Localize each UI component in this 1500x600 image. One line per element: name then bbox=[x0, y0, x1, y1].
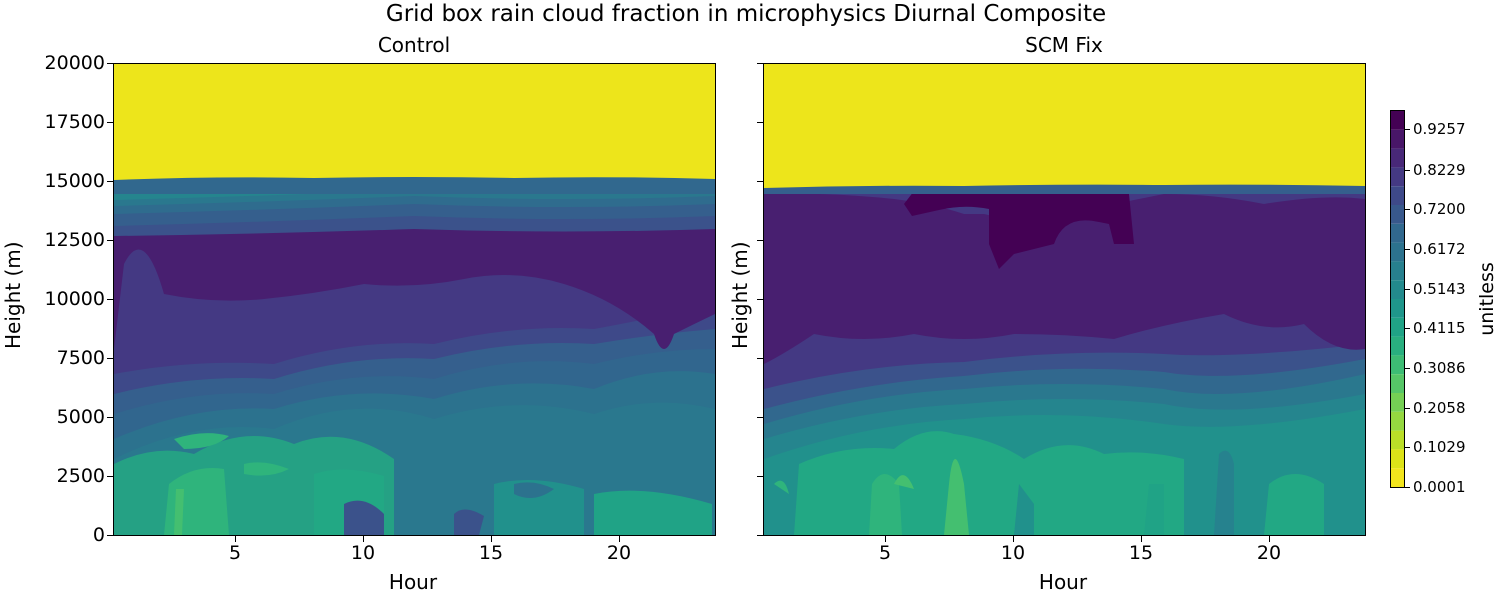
y-axis-label-control: Height (m) bbox=[1, 241, 25, 349]
ytick-mark bbox=[107, 299, 113, 300]
ytick-label: 0 bbox=[92, 524, 105, 546]
ytick-label: 12500 bbox=[44, 229, 105, 251]
ytick-mark bbox=[107, 358, 113, 359]
colorbar-tick-label: 0.1029 bbox=[1413, 438, 1466, 456]
ytick-mark bbox=[107, 122, 113, 123]
panel-title-scm-fix: SCM Fix bbox=[1025, 33, 1103, 57]
ytick-mark bbox=[107, 63, 113, 64]
ytick-mark bbox=[757, 122, 763, 123]
xtick-mark bbox=[363, 536, 364, 542]
xtick-mark bbox=[235, 536, 236, 542]
ytick-label: 15000 bbox=[44, 170, 105, 192]
xtick-label: 5 bbox=[878, 542, 892, 564]
ytick-mark bbox=[107, 417, 113, 418]
ytick-mark bbox=[757, 535, 763, 536]
colorbar-tick-label: 0.7200 bbox=[1413, 200, 1466, 218]
ytick-mark bbox=[757, 476, 763, 477]
ytick-label: 2500 bbox=[56, 465, 105, 487]
xtick-mark bbox=[1141, 536, 1142, 542]
colorbar-tick-label: 0.5143 bbox=[1413, 280, 1466, 298]
colorbar-tick-mark bbox=[1405, 368, 1410, 369]
contour-fill-scm-fix bbox=[764, 64, 1365, 535]
colorbar-tick-mark bbox=[1405, 209, 1410, 210]
ytick-mark bbox=[757, 240, 763, 241]
colorbar-tick-mark bbox=[1405, 408, 1410, 409]
colorbar-tick-label: 0.6172 bbox=[1413, 240, 1466, 258]
colorbar-tick-mark bbox=[1405, 328, 1410, 329]
colorbar-tick-label: 0.3086 bbox=[1413, 359, 1466, 377]
colorbar-tick-mark bbox=[1405, 249, 1410, 250]
x-axis-label-control: Hour bbox=[388, 570, 438, 594]
colorbar-tick-label: 0.4115 bbox=[1413, 319, 1466, 337]
colorbar-tick-mark bbox=[1405, 289, 1410, 290]
x-axis-label-scm-fix: Hour bbox=[1038, 570, 1088, 594]
contour-plot-control bbox=[113, 63, 716, 536]
ytick-label: 5000 bbox=[56, 406, 105, 428]
y-axis-label-scm-fix: Height (m) bbox=[728, 241, 752, 349]
ytick-label: 7500 bbox=[56, 347, 105, 369]
xtick-mark bbox=[1013, 536, 1014, 542]
colorbar-tick-label: 0.8229 bbox=[1413, 161, 1466, 179]
xtick-label: 20 bbox=[606, 542, 632, 564]
colorbar-label: unitless bbox=[1476, 262, 1498, 336]
xtick-label: 10 bbox=[350, 542, 376, 564]
xtick-mark bbox=[491, 536, 492, 542]
xtick-label: 15 bbox=[1128, 542, 1154, 564]
xtick-label: 5 bbox=[228, 542, 242, 564]
ytick-mark bbox=[757, 299, 763, 300]
colorbar-tick-mark bbox=[1405, 487, 1410, 488]
xtick-label: 10 bbox=[1000, 542, 1026, 564]
ytick-label: 10000 bbox=[44, 288, 105, 310]
colorbar-tick-label: 0.0001 bbox=[1413, 478, 1466, 496]
colorbar-tick-mark bbox=[1405, 129, 1410, 130]
colorbar-tick-mark bbox=[1405, 447, 1410, 448]
ytick-mark bbox=[757, 181, 763, 182]
colorbar-tick-label: 0.2058 bbox=[1413, 399, 1466, 417]
ytick-mark bbox=[107, 476, 113, 477]
ytick-mark bbox=[107, 240, 113, 241]
figure-suptitle: Grid box rain cloud fraction in microphy… bbox=[385, 1, 1107, 27]
colorbar-tick-label: 0.9257 bbox=[1413, 120, 1466, 138]
xtick-mark bbox=[1269, 536, 1270, 542]
ytick-label: 17500 bbox=[44, 111, 105, 133]
panel-title-control: Control bbox=[377, 33, 451, 57]
ytick-mark bbox=[107, 181, 113, 182]
colorbar bbox=[1390, 110, 1405, 488]
ytick-mark bbox=[107, 535, 113, 536]
contour-plot-scm-fix bbox=[763, 63, 1366, 536]
colorbar-tick-mark bbox=[1405, 170, 1410, 171]
xtick-mark bbox=[619, 536, 620, 542]
ytick-mark bbox=[757, 358, 763, 359]
ytick-mark bbox=[757, 417, 763, 418]
xtick-mark bbox=[885, 536, 886, 542]
contour-fill-control bbox=[114, 64, 715, 535]
xtick-label: 15 bbox=[478, 542, 504, 564]
ytick-label: 20000 bbox=[44, 52, 105, 74]
ytick-mark bbox=[757, 63, 763, 64]
xtick-label: 20 bbox=[1256, 542, 1282, 564]
